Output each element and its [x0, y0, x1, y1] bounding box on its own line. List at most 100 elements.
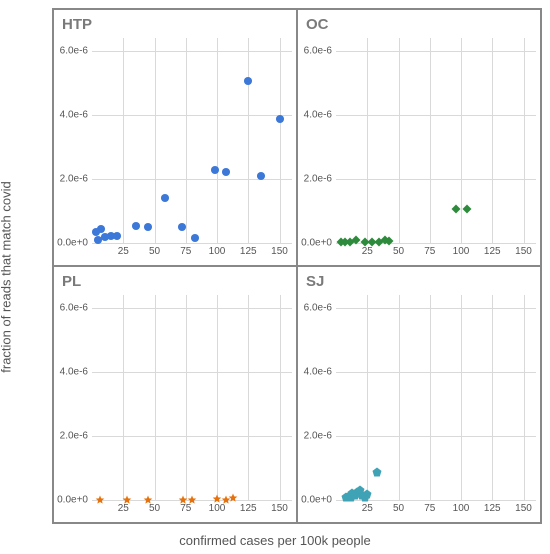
y-tick-label: 0.0e+0	[57, 238, 88, 249]
y-tick-label: 2.0e-6	[60, 430, 88, 441]
gridline-v	[492, 295, 493, 500]
gridline-v	[123, 38, 124, 243]
data-point	[363, 489, 372, 498]
y-tick-label: 6.0e-6	[304, 302, 332, 313]
y-tick-label: 4.0e-6	[304, 366, 332, 377]
y-tick-label: 2.0e-6	[60, 173, 88, 184]
gridline-v	[399, 295, 400, 500]
y-tick-label: 2.0e-6	[304, 173, 332, 184]
gridline-v	[248, 295, 249, 500]
data-point	[384, 237, 393, 246]
data-point	[244, 77, 253, 86]
gridline-v	[367, 38, 368, 243]
x-tick-label: 75	[424, 503, 435, 514]
gridline-v	[186, 38, 187, 243]
data-point	[275, 114, 284, 123]
gridline-v	[217, 295, 218, 500]
x-tick-label: 25	[118, 246, 129, 257]
gridline-v	[367, 295, 368, 500]
data-point	[188, 495, 197, 504]
x-tick-label: 100	[453, 503, 470, 514]
gridline-v	[399, 38, 400, 243]
x-tick-label: 50	[393, 246, 404, 257]
gridline-v	[155, 295, 156, 500]
y-tick-label: 6.0e-6	[60, 302, 88, 313]
x-tick-label: 100	[209, 246, 226, 257]
panel-title: OC	[306, 16, 329, 33]
x-tick-label: 75	[180, 246, 191, 257]
data-point	[144, 223, 153, 232]
x-tick-label: 50	[149, 246, 160, 257]
data-point	[256, 171, 265, 180]
gridline-v	[492, 38, 493, 243]
plot-area: 0.0e+02.0e-64.0e-66.0e-6255075100125150	[336, 38, 536, 243]
gridline-h	[336, 436, 536, 437]
gridline-v	[155, 38, 156, 243]
x-tick-label: 125	[240, 246, 257, 257]
x-tick-label: 50	[393, 503, 404, 514]
y-tick-label: 6.0e-6	[60, 45, 88, 56]
data-point	[221, 167, 230, 176]
x-tick-label: 75	[180, 503, 191, 514]
panel-title: HTP	[62, 16, 92, 33]
x-tick-label: 100	[209, 503, 226, 514]
y-tick-label: 0.0e+0	[301, 495, 332, 506]
gridline-v	[430, 295, 431, 500]
gridline-h	[92, 308, 292, 309]
panel-title: PL	[62, 273, 81, 290]
y-tick-label: 0.0e+0	[301, 238, 332, 249]
x-tick-label: 125	[484, 246, 501, 257]
x-tick-label: 25	[118, 503, 129, 514]
gridline-v	[280, 295, 281, 500]
gridline-h	[336, 179, 536, 180]
y-axis-label: fraction of reads that match covid	[0, 181, 14, 372]
data-point	[463, 205, 472, 214]
gridline-v	[461, 295, 462, 500]
data-point	[213, 494, 222, 503]
data-point	[95, 495, 104, 504]
y-tick-label: 4.0e-6	[60, 366, 88, 377]
x-tick-label: 100	[453, 246, 470, 257]
data-point	[131, 221, 140, 230]
data-point	[229, 494, 238, 503]
plot-area: 0.0e+02.0e-64.0e-66.0e-6255075100125150	[92, 38, 292, 243]
x-tick-label: 75	[424, 246, 435, 257]
data-point	[160, 194, 169, 203]
plot-area: 0.0e+02.0e-64.0e-66.0e-6255075100125150	[336, 295, 536, 500]
x-tick-label: 125	[484, 503, 501, 514]
data-point	[113, 231, 122, 240]
panel-sj: SJ0.0e+02.0e-64.0e-66.0e-625507510012515…	[297, 266, 541, 523]
gridline-h	[336, 51, 536, 52]
gridline-v	[217, 38, 218, 243]
x-tick-label: 150	[271, 246, 288, 257]
gridline-v	[248, 38, 249, 243]
data-point	[144, 495, 153, 504]
y-tick-label: 4.0e-6	[304, 109, 332, 120]
panel-oc: OC0.0e+02.0e-64.0e-66.0e-625507510012515…	[297, 9, 541, 266]
panel-grid: HTP0.0e+02.0e-64.0e-66.0e-62550751001251…	[52, 8, 542, 524]
gridline-v	[123, 295, 124, 500]
x-tick-label: 150	[515, 246, 532, 257]
y-tick-label: 6.0e-6	[304, 45, 332, 56]
gridline-v	[280, 38, 281, 243]
gridline-h	[92, 372, 292, 373]
x-tick-label: 25	[362, 503, 373, 514]
data-point	[452, 204, 461, 213]
x-axis-label: confirmed cases per 100k people	[179, 533, 371, 548]
x-tick-label: 50	[149, 503, 160, 514]
y-tick-label: 0.0e+0	[57, 495, 88, 506]
panel-htp: HTP0.0e+02.0e-64.0e-66.0e-62550751001251…	[53, 9, 297, 266]
gridline-h	[92, 243, 292, 244]
x-tick-label: 25	[362, 246, 373, 257]
y-tick-label: 2.0e-6	[304, 430, 332, 441]
panel-title: SJ	[306, 273, 324, 290]
data-point	[190, 234, 199, 243]
plot-area: 0.0e+02.0e-64.0e-66.0e-6255075100125150	[92, 295, 292, 500]
data-point	[123, 495, 132, 504]
data-point	[210, 166, 219, 175]
gridline-v	[524, 38, 525, 243]
data-point	[178, 222, 187, 231]
panel-pl: PL 0.0e+02.0e-64.0e-66.0e-625507510012515…	[53, 266, 297, 523]
x-tick-label: 150	[515, 503, 532, 514]
y-tick-label: 4.0e-6	[60, 109, 88, 120]
